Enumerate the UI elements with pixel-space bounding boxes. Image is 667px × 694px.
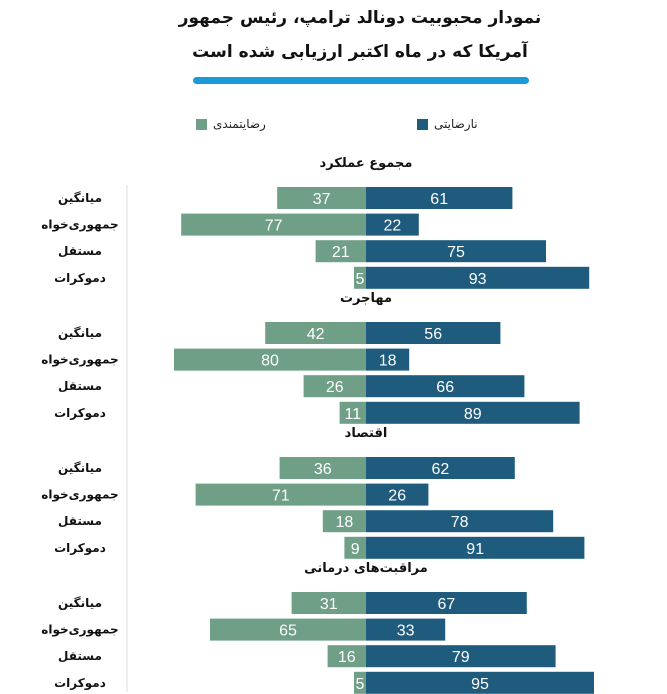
chart-title-line-1: نمودار محبوبیت دونالد ترامپ، رئیس جمهور bbox=[178, 8, 542, 28]
value-label-approve: 31 bbox=[320, 596, 338, 613]
category-label: مستقل bbox=[58, 379, 102, 393]
category-label: میانگین bbox=[58, 461, 102, 475]
bar-disapprove bbox=[366, 645, 556, 668]
category-label: جمهوری‌خواه bbox=[41, 623, 118, 638]
value-label-disapprove: 66 bbox=[436, 379, 454, 396]
bar-disapprove bbox=[366, 375, 525, 398]
bar-approve bbox=[354, 671, 366, 694]
value-label-approve: 16 bbox=[338, 649, 356, 666]
bar-approve bbox=[210, 618, 366, 641]
bar-disapprove bbox=[366, 187, 513, 209]
category-label: مستقل bbox=[58, 514, 102, 528]
bar-approve bbox=[195, 483, 366, 506]
bar-approve bbox=[277, 187, 366, 209]
category-label: جمهوری‌خواه bbox=[41, 218, 118, 233]
bar-disapprove bbox=[366, 401, 580, 424]
title-underline bbox=[193, 77, 529, 84]
bar-approve bbox=[339, 401, 366, 424]
value-label-approve: 9 bbox=[351, 541, 360, 558]
category-label: میانگین bbox=[58, 326, 102, 340]
legend-swatch bbox=[196, 118, 207, 130]
bar-disapprove bbox=[366, 322, 501, 344]
value-label-disapprove: 89 bbox=[464, 406, 482, 423]
group-title: مجموع عملکرد bbox=[320, 156, 413, 171]
bar-approve bbox=[322, 510, 366, 533]
bar-disapprove bbox=[366, 348, 410, 371]
value-label-approve: 36 bbox=[314, 461, 332, 478]
value-label-approve: 26 bbox=[326, 379, 344, 396]
category-label: میانگین bbox=[58, 191, 102, 205]
value-label-approve: 5 bbox=[356, 271, 365, 288]
value-label-disapprove: 95 bbox=[471, 676, 489, 693]
bar-approve bbox=[303, 375, 366, 398]
value-label-approve: 71 bbox=[272, 488, 290, 505]
bar-approve bbox=[279, 457, 366, 479]
bar-approve bbox=[315, 240, 366, 263]
bar-disapprove bbox=[366, 240, 546, 263]
value-label-disapprove: 33 bbox=[397, 623, 415, 640]
group-title: اقتصاد bbox=[345, 426, 388, 441]
value-label-approve: 37 bbox=[313, 191, 331, 208]
legend-disapprove: نارضایتی bbox=[417, 117, 478, 131]
legend-label: رضایتمندی bbox=[213, 117, 266, 131]
bar-approve bbox=[265, 322, 366, 344]
value-label-approve: 77 bbox=[265, 218, 283, 235]
legend-swatch bbox=[417, 118, 428, 130]
category-label: جمهوری‌خواه bbox=[41, 488, 118, 503]
category-label: مستقل bbox=[58, 244, 102, 258]
value-label-approve: 11 bbox=[344, 406, 361, 423]
legend-label: نارضایتی bbox=[434, 117, 478, 131]
bar-disapprove bbox=[366, 510, 554, 533]
bar-disapprove bbox=[366, 618, 446, 641]
bar-approve bbox=[181, 213, 366, 236]
category-label: مستقل bbox=[58, 649, 102, 663]
bar-approve bbox=[291, 592, 366, 614]
bar-disapprove bbox=[366, 213, 419, 236]
value-label-approve: 5 bbox=[356, 676, 365, 693]
value-label-disapprove: 22 bbox=[384, 218, 402, 235]
category-label: دموکرات bbox=[54, 406, 106, 421]
chart-title-line-2: آمریکا که در ماه اکتبر ارزیابی شده است bbox=[192, 42, 528, 62]
value-label-disapprove: 79 bbox=[452, 649, 470, 666]
bar-disapprove bbox=[366, 483, 429, 506]
bar-disapprove bbox=[366, 457, 515, 479]
category-label: جمهوری‌خواه bbox=[41, 353, 118, 368]
value-label-disapprove: 75 bbox=[447, 244, 465, 261]
value-label-disapprove: 93 bbox=[469, 271, 487, 288]
bar-approve bbox=[344, 536, 366, 559]
category-label: دموکرات bbox=[54, 676, 106, 691]
value-label-approve: 80 bbox=[261, 353, 279, 370]
value-label-disapprove: 67 bbox=[438, 596, 456, 613]
bar-approve bbox=[327, 645, 366, 668]
value-label-approve: 42 bbox=[307, 326, 325, 343]
group-title: مهاجرت bbox=[340, 291, 392, 306]
group-title: مراقبت‌های درمانی bbox=[304, 561, 428, 576]
bar-disapprove bbox=[366, 592, 527, 614]
value-label-disapprove: 56 bbox=[424, 326, 442, 343]
value-label-disapprove: 61 bbox=[430, 191, 448, 208]
bar-disapprove bbox=[366, 536, 585, 559]
value-label-disapprove: 26 bbox=[388, 488, 406, 505]
value-label-disapprove: 18 bbox=[379, 353, 397, 370]
value-label-approve: 18 bbox=[336, 514, 354, 531]
bar-approve bbox=[354, 266, 366, 289]
value-label-disapprove: 78 bbox=[451, 514, 469, 531]
category-label: دموکرات bbox=[54, 541, 106, 556]
category-label: میانگین bbox=[58, 596, 102, 610]
bar-disapprove bbox=[366, 671, 594, 694]
bar-approve bbox=[174, 348, 366, 371]
value-label-disapprove: 62 bbox=[432, 461, 450, 478]
value-label-approve: 65 bbox=[279, 623, 297, 640]
bar-disapprove bbox=[366, 266, 590, 289]
value-label-disapprove: 91 bbox=[466, 541, 484, 558]
legend-approve: رضایتمندی bbox=[196, 117, 266, 131]
category-label: دموکرات bbox=[54, 271, 106, 286]
value-label-approve: 21 bbox=[332, 244, 350, 261]
